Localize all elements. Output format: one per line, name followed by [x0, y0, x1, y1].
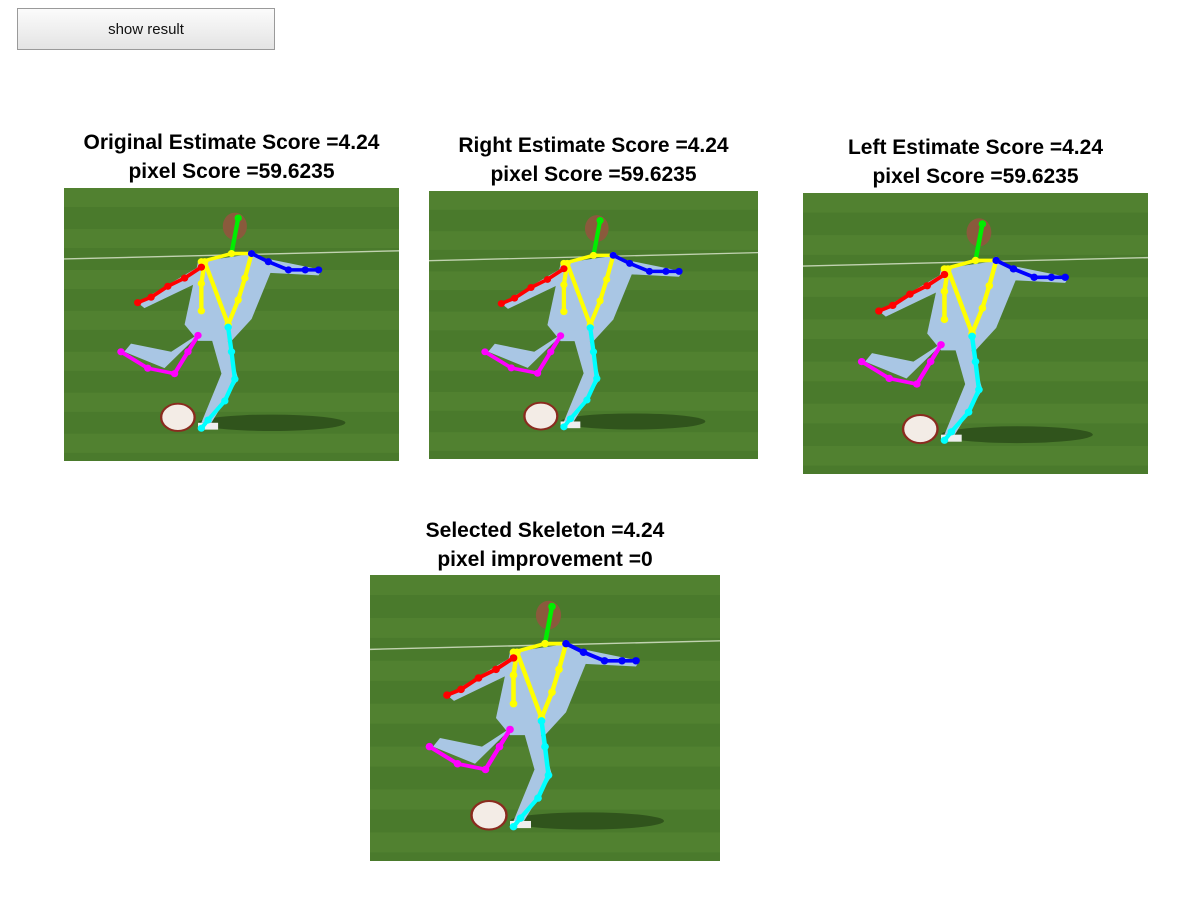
- skeleton-right-leg: [117, 331, 202, 378]
- show-result-button[interactable]: show result: [17, 8, 275, 50]
- skeleton-right-leg: [857, 341, 945, 388]
- pose-canvas: [803, 193, 1148, 474]
- panel-title-pixel-score: pixel Score =59.6235: [872, 165, 1079, 188]
- pose-canvas: [429, 191, 758, 459]
- skeleton-right-arm: [443, 654, 518, 699]
- soccer-ball: [159, 402, 196, 432]
- skeleton-right-leg: [425, 725, 514, 774]
- panel-original: Original Estimate Score =4.24 pixel Scor…: [64, 128, 399, 461]
- skeleton-left-arm: [992, 256, 1069, 281]
- pose-image: [803, 193, 1148, 474]
- panel-title-score: Right Estimate Score =4.24: [458, 134, 729, 157]
- soccer-ball: [523, 401, 559, 431]
- panel-title-pixel-score: pixel Score =59.6235: [490, 163, 697, 186]
- panel-title-pixel-improvement: pixel improvement =0: [437, 548, 653, 571]
- panel-title: Selected Skeleton =4.24 pixel improvemen…: [370, 516, 720, 574]
- panel-title: Left Estimate Score =4.24 pixel Score =5…: [803, 133, 1148, 191]
- soccer-ball: [901, 414, 939, 445]
- panel-title-score: Original Estimate Score =4.24: [83, 131, 380, 154]
- panel-selected: Selected Skeleton =4.24 pixel improvemen…: [370, 516, 720, 861]
- panel-title: Right Estimate Score =4.24 pixel Score =…: [429, 131, 758, 189]
- skeleton-left-leg: [560, 324, 601, 431]
- skeleton-right-arm: [497, 265, 568, 308]
- panel-title-score: Selected Skeleton =4.24: [425, 519, 665, 542]
- pose-canvas: [370, 575, 720, 861]
- skeleton-left-leg: [509, 717, 553, 831]
- skeleton-right-arm: [875, 270, 949, 315]
- panel-title-score: Left Estimate Score =4.24: [847, 136, 1104, 159]
- panel-right: Right Estimate Score =4.24 pixel Score =…: [429, 131, 758, 459]
- skeleton-left-arm: [247, 249, 323, 274]
- pose-image: [64, 188, 399, 461]
- pose-canvas: [64, 188, 399, 461]
- pose-image: [370, 575, 720, 861]
- skeleton-left-arm: [562, 639, 640, 665]
- panel-title-pixel-score: pixel Score =59.6235: [128, 160, 335, 183]
- skeleton-right-arm: [134, 263, 206, 307]
- skeleton-left-arm: [609, 251, 683, 275]
- skeleton-left-leg: [940, 332, 983, 444]
- skeleton-right-leg: [481, 332, 565, 377]
- panel-left: Left Estimate Score =4.24 pixel Score =5…: [803, 133, 1148, 474]
- skeleton-left-leg: [197, 323, 239, 432]
- pose-image: [429, 191, 758, 459]
- panel-title: Original Estimate Score =4.24 pixel Scor…: [64, 128, 399, 186]
- soccer-ball: [470, 799, 508, 831]
